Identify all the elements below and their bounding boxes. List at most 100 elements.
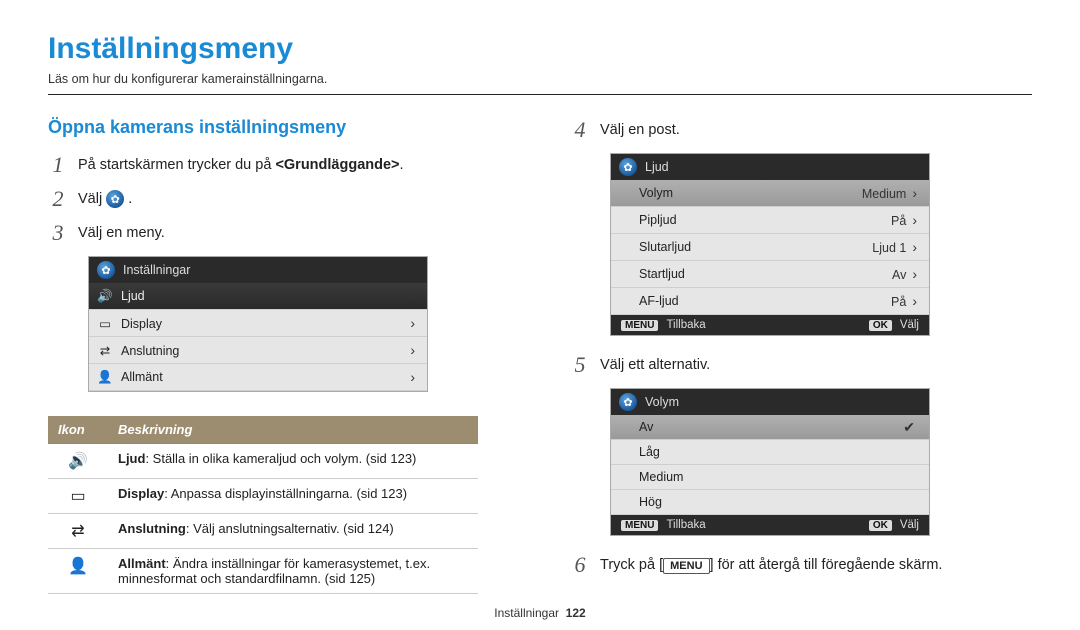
item-value: Medium › [862,185,917,201]
desc-text: : Ändra inställningar för kamerasystemet… [118,556,430,586]
camera-footer: MENU Tillbaka OK Välj [611,315,929,335]
sound-item-beep[interactable]: Pipljud På› [611,207,929,234]
step-2-post: . [128,191,132,207]
step-number: 1 [48,152,68,178]
camera-header-label: Inställningar [123,263,190,277]
step-number: 4 [570,117,590,143]
volume-option-high[interactable]: Hög [611,490,929,515]
camera-footer: MENU Tillbaka OK Välj [611,515,929,535]
value-text: På [891,214,906,228]
camera-body: 🔊Ljud › ▭Display › ⇄ Anslutning › 👤Allmän… [89,283,427,391]
menu-key-icon: MENU [621,320,658,331]
chevron-right-icon: › [410,315,415,331]
table-row: 🔊 Ljud: Ställa in olika kameraljud och v… [48,444,478,479]
footer-select: Välj [900,319,919,331]
step-2-text: Välj ✿ . [78,190,132,208]
menu-item-general[interactable]: 👤Allmänt › [89,364,427,391]
step-6-pre: Tryck på [ [600,557,663,573]
item-value: Av› [892,266,917,282]
left-column: Öppna kamerans inställningsmeny 1 På sta… [48,117,510,594]
icon-description-table: Ikon Beskrivning 🔊 Ljud: Ställa in olika… [48,416,478,594]
chevron-right-icon: › [912,185,917,201]
ok-key-icon: OK [869,520,892,531]
desc-bold: Display [118,486,164,501]
chevron-right-icon: › [912,266,917,282]
desc-bold: Anslutning [118,521,186,536]
chevron-right-icon: › [410,369,415,385]
menu-item-display[interactable]: ▭Display › [89,310,427,337]
footer-label: Inställningar [494,606,559,620]
value-text: Medium [862,187,906,201]
table-desc: Anslutning: Välj anslutningsalternativ. … [108,514,478,549]
camera-header-label: Ljud [645,160,669,174]
step-4: 4 Välj en post. [570,117,1032,143]
step-number: 5 [570,352,590,378]
chevron-right-icon: › [912,239,917,255]
table-header-desc: Beskrivning [108,416,478,444]
footer-back: Tillbaka [666,319,705,331]
volume-option-low[interactable]: Låg [611,440,929,465]
step-3-text: Välj en meny. [78,225,165,241]
page-footer: Inställningar 122 [0,606,1080,620]
chevron-right-icon: › [410,288,415,304]
display-icon: ▭ [48,479,108,514]
sound-item-start[interactable]: Startljud Av› [611,261,929,288]
section-title: Öppna kamerans inställningsmeny [48,117,510,138]
step-4-text: Välj en post. [600,122,680,138]
footer-select: Välj [900,519,919,531]
item-label: Slutarljud [639,240,691,254]
camera-menu-sound: ✿ Ljud Volym Medium› Pipljud På› Slutarl… [610,153,930,336]
step-1: 1 På startskärmen trycker du på <Grundlä… [48,152,510,178]
connection-icon: ⇄ [97,343,113,358]
value-text: Ljud 1 [872,241,906,255]
footer-back: Tillbaka [666,519,705,531]
item-label: Startljud [639,267,685,281]
sound-item-shutter[interactable]: Slutarljud Ljud 1 › [611,234,929,261]
step-1-text: På startskärmen trycker du på <Grundlägg… [78,157,404,173]
option-label: Låg [639,445,660,459]
footer-page-number: 122 [566,606,586,620]
menu-key-icon: MENU [663,558,709,574]
sound-item-af[interactable]: AF-ljud På› [611,288,929,315]
page-title: Inställningsmeny [48,32,1032,66]
table-header-icon: Ikon [48,416,108,444]
sound-icon: 🔊 [48,444,108,479]
table-row: ⇄ Anslutning: Välj anslutningsalternativ… [48,514,478,549]
menu-item-connection[interactable]: ⇄ Anslutning › [89,337,427,364]
option-label: Medium [639,470,683,484]
table-row: ▭ Display: Anpassa displayinställningarn… [48,479,478,514]
value-text: På [891,295,906,309]
volume-option-off[interactable]: Av [611,415,929,440]
table-desc: Ljud: Ställa in olika kameraljud och vol… [108,444,478,479]
menu-item-sound[interactable]: 🔊Ljud › [89,283,427,310]
item-label: Volym [639,186,673,200]
desc-bold: Allmänt [118,556,166,571]
item-value: På› [891,293,917,309]
settings-icon: ✿ [97,261,115,279]
sound-icon: 🔊 [97,289,113,304]
camera-header: ✿ Inställningar [89,257,427,283]
camera-menu-volume: ✿ Volym Av Låg Medium Hög MENU Tillb [610,388,930,536]
table-desc: Display: Anpassa displayinställningarna.… [108,479,478,514]
volume-option-medium[interactable]: Medium [611,465,929,490]
item-label: AF-ljud [639,294,679,308]
menu-label: Anslutning [121,344,179,358]
camera-menu-settings: ✿ Inställningar 🔊Ljud › ▭Display › ⇄ Ansl… [88,256,428,392]
right-column: 4 Välj en post. ✿ Ljud Volym Medium› Pip… [570,117,1032,594]
step-1-post: . [400,157,404,173]
sound-item-volume[interactable]: Volym Medium › [611,180,929,207]
connection-icon: ⇄ [48,514,108,549]
settings-icon: ✿ [106,190,124,208]
step-6: 6 Tryck på [MENU] för att återgå till fö… [570,552,1032,578]
menu-key-icon: MENU [621,520,658,531]
step-3: 3 Välj en meny. [48,220,510,246]
desc-text: : Anpassa displayinställningarna. (sid 1… [164,486,407,501]
camera-header-label: Volym [645,395,679,409]
step-2-pre: Välj [78,191,106,207]
step-1-bold: <Grundläggande> [275,157,399,173]
chevron-right-icon: › [410,342,415,358]
general-icon: 👤 [97,370,113,385]
step-number: 6 [570,552,590,578]
ok-key-icon: OK [869,320,892,331]
option-label: Av [639,420,653,434]
